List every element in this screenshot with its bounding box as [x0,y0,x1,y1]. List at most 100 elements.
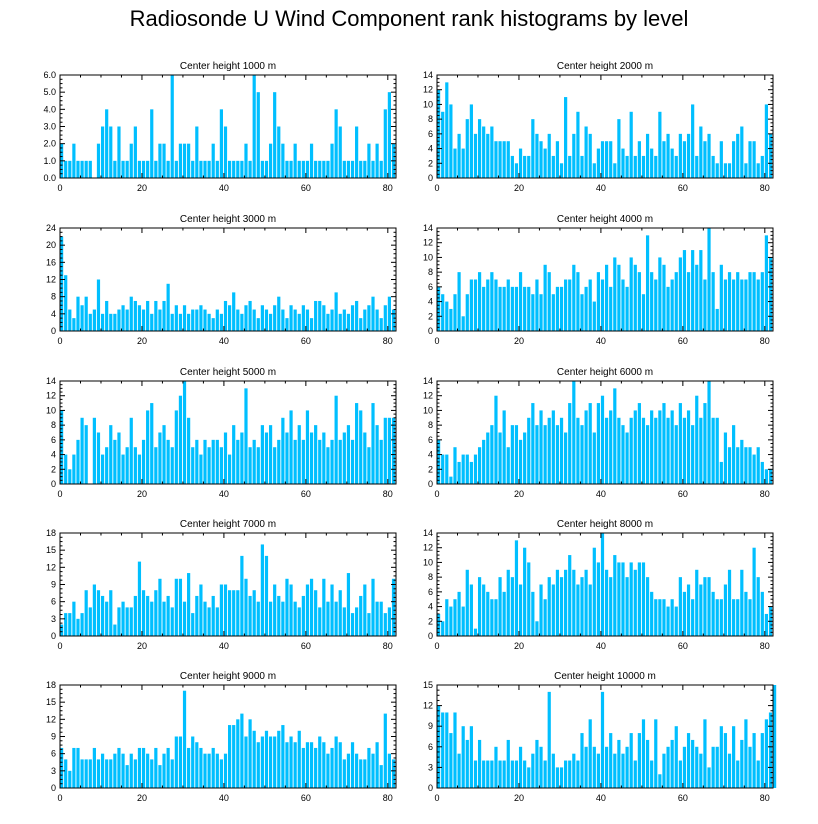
x-tick-label: 20 [514,183,524,193]
panel-title: Center height 8000 m [557,519,653,530]
histogram-bar [375,309,379,331]
histogram-bar [477,119,482,178]
histogram-bar [72,747,76,788]
x-tick-label: 20 [137,641,147,651]
histogram-bar [543,599,547,636]
histogram-bar [473,454,478,484]
histogram-bar [555,141,560,178]
histogram-bar [457,591,461,636]
x-tick-label: 80 [760,489,770,499]
histogram-bar [613,388,617,484]
histogram-bar [60,624,64,636]
histogram-bar [318,607,322,636]
histogram-bar [301,439,305,484]
histogram-bar [100,313,105,331]
histogram-bar [760,272,764,331]
histogram-bar [621,425,625,484]
histogram-bar [273,92,277,178]
y-tick-label: 3 [51,614,56,624]
histogram-bar [76,618,80,636]
histogram-bar [674,606,678,636]
histogram-bar [678,133,682,178]
histogram-bar [752,141,756,178]
histogram-bar [199,160,203,178]
histogram-bar [592,301,596,331]
histogram-bar [133,759,137,788]
histogram-bar [228,454,232,484]
x-tick-label: 60 [301,793,311,803]
histogram-bar [695,395,699,484]
histogram-bar [244,305,248,331]
x-tick-label: 60 [678,336,688,346]
histogram-bar [223,584,228,636]
histogram-bar [637,733,641,788]
histogram-bar [105,447,109,484]
histogram-bar [682,591,687,636]
histogram-bar [580,155,584,178]
histogram-bar [600,395,605,484]
histogram-bar [691,425,695,484]
histogram-bar [641,155,646,178]
histogram-bar [645,235,650,331]
histogram-bar [133,595,137,636]
histogram-bar [355,300,359,331]
y-tick-label: 0 [428,326,433,336]
histogram-bar [547,272,551,331]
histogram-bar [219,109,223,178]
y-tick-label: 5.0 [43,87,56,97]
y-tick-label: 6 [428,282,433,292]
histogram-bar [572,133,576,178]
histogram-bar [756,447,760,484]
histogram-bar [170,313,174,331]
histogram-bar [141,160,146,178]
histogram-panel-9: Center height 9000 m 0 3 6 9 12 15 18 0 20 40 60 80 [46,671,397,803]
histogram-bar [461,148,465,178]
histogram-bar [453,447,457,484]
histogram-bar [539,584,543,636]
x-tick-label: 0 [57,183,62,193]
histogram-bar [207,160,211,178]
histogram-bar [203,753,207,788]
histogram-panel-4: Center height 4000 m 0 2 4 6 8 10 12 14 0 20 40 60 80 [423,214,774,346]
histogram-bar [518,584,523,636]
histogram-bar [289,584,293,636]
x-tick-label: 0 [57,336,62,346]
histogram-bar [305,309,310,331]
histogram-bar [580,425,584,484]
histogram-bar [658,774,662,788]
x-tick-label: 40 [219,793,229,803]
histogram-bar [305,410,310,484]
histogram-bar [80,160,84,178]
histogram-bar [260,736,264,788]
y-tick-label: 12 [423,543,433,553]
histogram-bar [678,577,682,636]
histogram-bar [477,447,482,484]
histogram-bar [293,439,297,484]
histogram-bar [379,601,383,636]
histogram-bar [203,601,207,636]
histogram-bar [117,747,121,788]
histogram-bar [236,160,240,178]
histogram-bar [719,599,723,636]
y-tick-label: 8 [51,292,56,302]
histogram-bar [711,746,715,788]
histogram-bar [650,760,654,788]
histogram-bar [756,577,760,636]
histogram-bar [84,425,88,484]
histogram-bar [469,279,473,331]
histogram-bar [760,461,764,484]
histogram-bar [662,264,666,331]
histogram-bar [68,770,72,788]
histogram-bar [137,305,142,331]
histogram-bar [715,163,719,178]
histogram-bar [72,318,76,332]
histogram-bar [166,747,170,788]
histogram-bar [252,75,256,178]
histogram-bar [80,305,84,331]
histogram-bar [379,318,383,332]
histogram-bar [625,286,629,331]
histogram-bar [502,141,506,178]
y-tick-label: 4 [51,309,56,319]
histogram-bar [379,160,383,178]
